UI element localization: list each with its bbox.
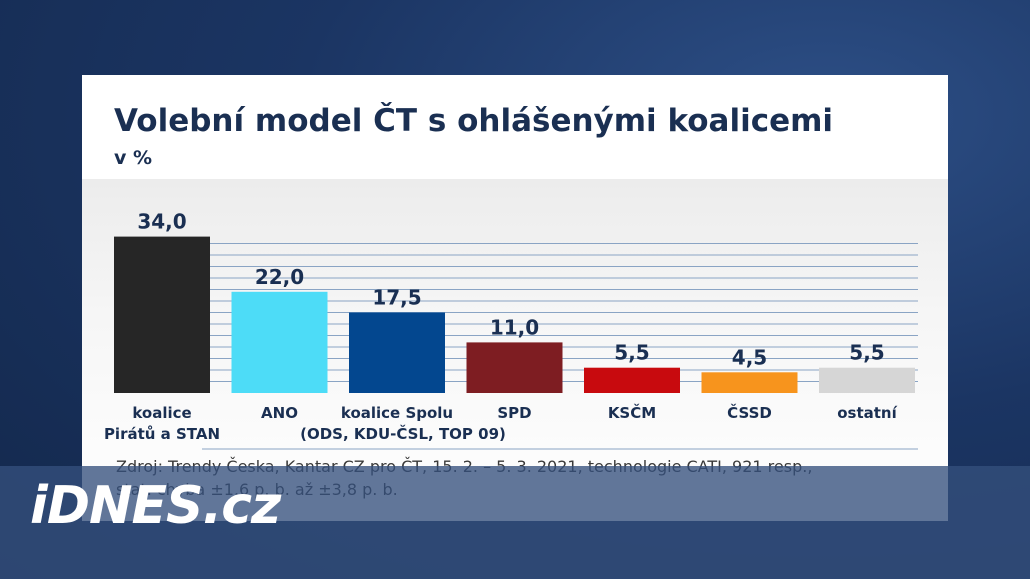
bar-value-label: 5,5	[849, 341, 884, 365]
brand-overlay-bar	[0, 466, 1030, 579]
bar	[584, 367, 680, 393]
bar	[819, 367, 915, 393]
category-label: KSČM	[608, 403, 656, 422]
chart-card: Volební model ČT s ohlášenými koalicemi …	[82, 75, 948, 521]
bar-value-label: 5,5	[614, 341, 649, 365]
idnes-logo: iDNES.cz	[30, 476, 281, 536]
bar	[349, 312, 445, 393]
chart-title: Volební model ČT s ohlášenými koalicemi	[114, 103, 834, 139]
bar-value-label: 4,5	[732, 345, 767, 369]
chart-subtitle: v %	[114, 147, 153, 169]
category-label: SPD	[497, 404, 531, 422]
bar	[231, 291, 328, 393]
category-label: (ODS, KDU-ČSL, TOP 09)	[300, 424, 506, 443]
bar-chart: 34,0 koalice Pirátů a STAN 22,0 ANO 17,5 koali…	[104, 210, 918, 450]
category-label: ostatní	[837, 404, 897, 422]
bar-value-label: 22,0	[255, 265, 304, 289]
category-label: Pirátů a STAN	[104, 425, 220, 443]
bar	[701, 372, 798, 393]
bar-value-label: 11,0	[490, 315, 539, 339]
bar-value-label: 17,5	[372, 286, 421, 310]
bar	[114, 236, 210, 393]
category-label: koalice Spolu	[341, 404, 453, 422]
bar	[466, 342, 563, 393]
bar-value-label: 34,0	[137, 210, 186, 234]
category-label: ČSSD	[727, 403, 772, 422]
category-label: koalice	[132, 404, 191, 422]
category-label: ANO	[261, 404, 298, 422]
